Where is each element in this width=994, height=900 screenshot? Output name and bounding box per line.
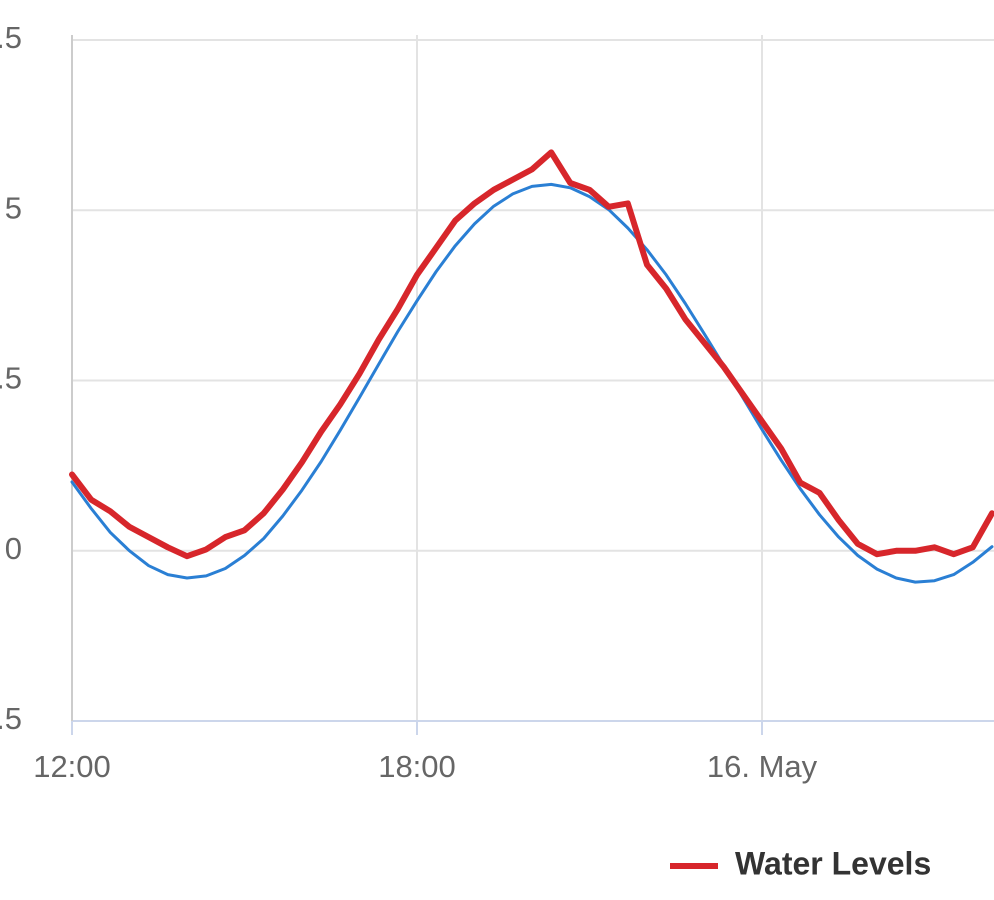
y-tick-label: 2.5 [0, 361, 22, 396]
legend-label: Water Levels [735, 845, 931, 881]
series-line [70, 182, 994, 584]
y-tick-label: 0 [5, 531, 22, 566]
x-tick-label: 12:00 [33, 749, 111, 784]
y-tick-label: 5 [5, 190, 22, 225]
y-tick-label: 7.5 [0, 20, 22, 55]
series-line [69, 149, 994, 560]
x-tick-label: 16. May [707, 749, 818, 784]
x-tick-label: 18:00 [378, 749, 456, 784]
y-tick-label: -2.5 [0, 701, 22, 736]
